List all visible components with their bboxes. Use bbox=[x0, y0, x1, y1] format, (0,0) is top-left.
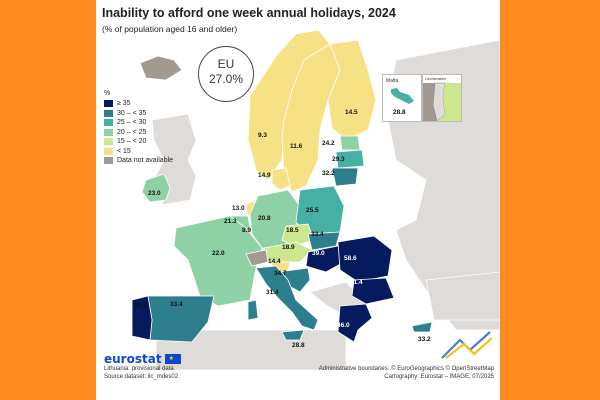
country-iceland bbox=[139, 55, 183, 81]
legend-item: 15 – < 20 bbox=[104, 137, 173, 147]
footnote-source: Source dataset: ilc_mdes02 bbox=[104, 374, 179, 380]
value-label-czechia: 18.5 bbox=[286, 227, 299, 234]
value-label-lithuania: 32.2 bbox=[322, 170, 335, 177]
map-title: Inability to afford one week annual holi… bbox=[102, 6, 396, 20]
legend-label: 15 – < 20 bbox=[117, 138, 147, 146]
value-label-spain: 33.4 bbox=[170, 301, 183, 308]
legend-swatch bbox=[104, 157, 113, 165]
value-label-netherlands: 13.0 bbox=[232, 205, 245, 212]
value-label-luxembourg: 8.9 bbox=[242, 227, 252, 234]
legend-item: 30 – < 35 bbox=[104, 109, 173, 119]
credit-boundaries: Administrative boundaries: © EuroGeograp… bbox=[318, 366, 494, 372]
image-logo-icon bbox=[441, 331, 492, 359]
legend-label: 20 – < 25 bbox=[117, 128, 147, 136]
legend-label: 30 – < 35 bbox=[117, 109, 147, 117]
value-label-bulgaria: 41.4 bbox=[350, 279, 363, 286]
country-cyprus bbox=[411, 321, 433, 333]
legend-swatch bbox=[104, 128, 113, 136]
value-label-ireland: 23.0 bbox=[148, 190, 161, 197]
country-czechia bbox=[281, 223, 315, 247]
legend-label: ≥ 35 bbox=[117, 100, 131, 108]
value-label-croatia: 34.7 bbox=[274, 270, 287, 277]
value-label-greece: 46.0 bbox=[337, 322, 350, 329]
country-romania bbox=[337, 235, 393, 283]
legend-label: 25 – < 30 bbox=[117, 119, 147, 127]
country-france bbox=[173, 215, 263, 307]
map-card: Inability to afford one week annual holi… bbox=[96, 0, 500, 400]
value-label-slovenia: 14.4 bbox=[268, 258, 281, 265]
value-label-sweden: 11.6 bbox=[290, 143, 303, 150]
legend-item: 20 – < 25 bbox=[104, 128, 173, 138]
country-lithuania bbox=[331, 167, 359, 187]
malta-inset-map bbox=[391, 88, 414, 104]
eurostat-wordmark: eurostat bbox=[104, 352, 162, 366]
legend-swatch bbox=[104, 138, 113, 146]
value-label-cyprus: 33.2 bbox=[418, 336, 431, 343]
malta-island bbox=[391, 88, 414, 104]
country-switzerland bbox=[245, 249, 269, 267]
country-latvia bbox=[335, 149, 365, 169]
legend-swatch bbox=[104, 109, 113, 117]
legend-swatch bbox=[104, 147, 113, 155]
europe-map bbox=[131, 29, 500, 371]
value-label-slovakia: 33.4 bbox=[311, 231, 324, 238]
legend-item: < 15 bbox=[104, 147, 173, 157]
country-hungary bbox=[305, 245, 345, 273]
value-label-denmark: 14.9 bbox=[258, 172, 271, 179]
country-italy bbox=[255, 265, 319, 331]
value-label-hungary: 39.0 bbox=[312, 250, 325, 257]
value-label-latvia: 29.3 bbox=[332, 156, 345, 163]
map-subtitle: (% of population aged 16 and older) bbox=[102, 24, 238, 34]
eu-average-badge: EU 27.0% bbox=[198, 46, 254, 102]
image-logo-stroke-yellow bbox=[445, 337, 492, 359]
value-label-italy: 31.4 bbox=[266, 289, 279, 296]
country-sicily bbox=[281, 329, 305, 341]
liechtenstein-inset: Liechtenstein bbox=[422, 74, 462, 122]
country-bulgaria bbox=[351, 277, 395, 305]
legend-swatch bbox=[104, 119, 113, 127]
malta-inset: Malta 28.8 bbox=[382, 74, 422, 122]
eu-label: EU bbox=[217, 57, 235, 71]
country-portugal bbox=[131, 295, 153, 341]
eurostat-logo: eurostat ★ bbox=[104, 352, 181, 366]
legend: % ≥ 35 30 – < 35 25 – < 30 20 – < 25 15 … bbox=[104, 90, 173, 166]
legend-title: % bbox=[104, 90, 111, 97]
value-label-romania: 58.6 bbox=[344, 255, 357, 262]
value-label-germany: 20.8 bbox=[258, 215, 271, 222]
country-greece bbox=[337, 303, 373, 343]
value-label-france: 22.0 bbox=[212, 250, 225, 257]
country-finland bbox=[327, 39, 377, 141]
malta-inset-value: 28.8 bbox=[393, 109, 406, 116]
eu-flag-icon: ★ bbox=[164, 354, 181, 364]
malta-inset-label: Malta bbox=[386, 78, 399, 84]
land-background-turkey bbox=[425, 271, 500, 321]
country-denmark bbox=[271, 167, 291, 191]
value-label-belgium: 21.3 bbox=[224, 218, 237, 225]
legend-item: Data not available bbox=[104, 156, 173, 166]
footnote-lithuania: Lithuania: provisional data bbox=[104, 366, 174, 372]
value-label-poland: 25.5 bbox=[306, 207, 319, 214]
legend-item: ≥ 35 bbox=[104, 99, 173, 109]
legend-item: 25 – < 30 bbox=[104, 118, 173, 128]
legend-label: Data not available bbox=[117, 157, 174, 165]
value-label-portugal: 39.2 bbox=[134, 302, 147, 309]
austria-area bbox=[437, 83, 461, 121]
value-label-sicily-malta: 28.8 bbox=[292, 342, 305, 349]
legend-label: < 15 bbox=[117, 147, 131, 155]
value-label-finland: 14.5 bbox=[345, 109, 358, 116]
credit-cartography: Cartography: Eurostat – IMAGE, 07/2025 bbox=[384, 374, 494, 380]
switzerland-area bbox=[423, 83, 437, 121]
country-estonia bbox=[339, 135, 361, 151]
liechtenstein-inset-label: Liechtenstein bbox=[425, 77, 447, 81]
legend-swatch bbox=[104, 100, 113, 108]
value-label-norway: 9.3 bbox=[258, 132, 268, 139]
value-label-austria: 18.9 bbox=[282, 244, 295, 251]
liechtenstein-inset-map bbox=[423, 82, 461, 121]
country-ireland bbox=[141, 173, 171, 203]
country-sardinia bbox=[247, 299, 259, 321]
value-label-estonia: 24.2 bbox=[322, 140, 335, 147]
eu-value: 27.0% bbox=[208, 72, 244, 86]
